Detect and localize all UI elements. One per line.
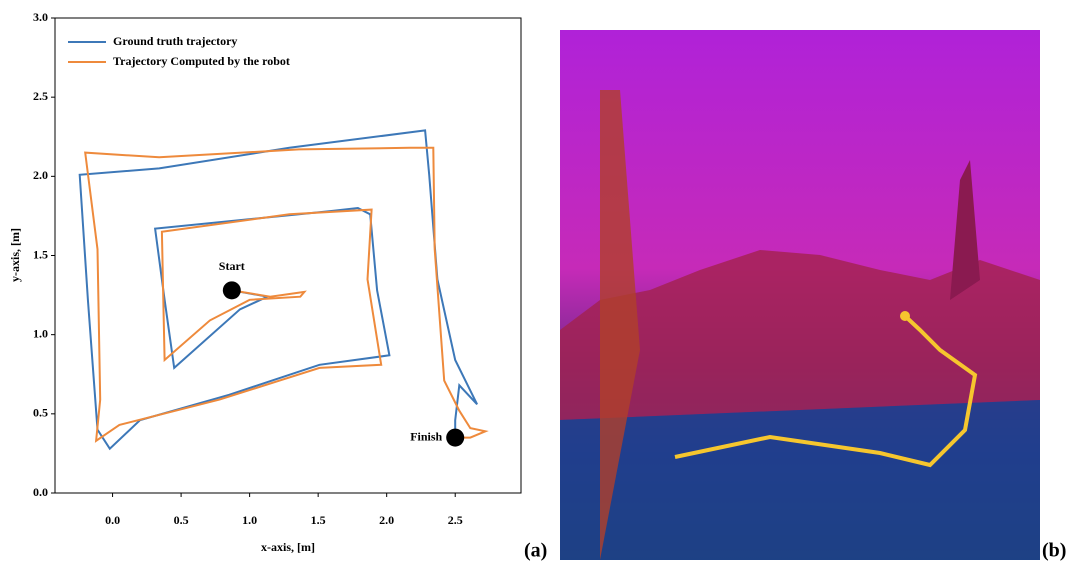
x-tick-label: 0.5 — [174, 513, 189, 527]
y-tick-label: 0.5 — [33, 406, 48, 420]
y-tick-label: 2.5 — [33, 89, 48, 103]
legend-label: Trajectory Computed by the robot — [113, 54, 290, 68]
x-tick-label: 1.5 — [311, 513, 326, 527]
y-tick-label: 3.0 — [33, 10, 48, 24]
y-tick-label: 1.0 — [33, 326, 48, 340]
plot-frame — [54, 17, 522, 494]
photo-dot — [900, 311, 910, 321]
buildings — [560, 250, 1040, 420]
photo-path — [674, 314, 978, 468]
panel-label: (a) — [524, 540, 547, 562]
x-tick-label: 2.5 — [448, 513, 463, 527]
x-tick-label: 1.0 — [242, 513, 257, 527]
x-tick-label: 0.0 — [105, 513, 120, 527]
tower — [600, 90, 640, 560]
trajectory-line — [78, 129, 478, 451]
legend-label: Ground truth trajectory — [113, 34, 237, 48]
marker-dot — [446, 428, 465, 447]
y-axis-label: y-axis, [m] — [8, 228, 22, 282]
y-tick-label: 0.0 — [33, 485, 48, 499]
marker-label: Finish — [410, 429, 442, 443]
x-tick-label: 2.0 — [379, 513, 394, 527]
panel-label: (b) — [1042, 540, 1066, 562]
ground — [560, 400, 1040, 560]
y-tick-label: 1.5 — [33, 247, 48, 261]
spire — [950, 160, 980, 300]
marker-label: Start — [219, 259, 245, 273]
photo — [560, 30, 1040, 560]
trajectory-line — [84, 146, 489, 443]
x-axis-label: x-axis, [m] — [261, 540, 315, 554]
marker-dot — [222, 281, 241, 300]
y-tick-label: 2.0 — [33, 168, 48, 182]
